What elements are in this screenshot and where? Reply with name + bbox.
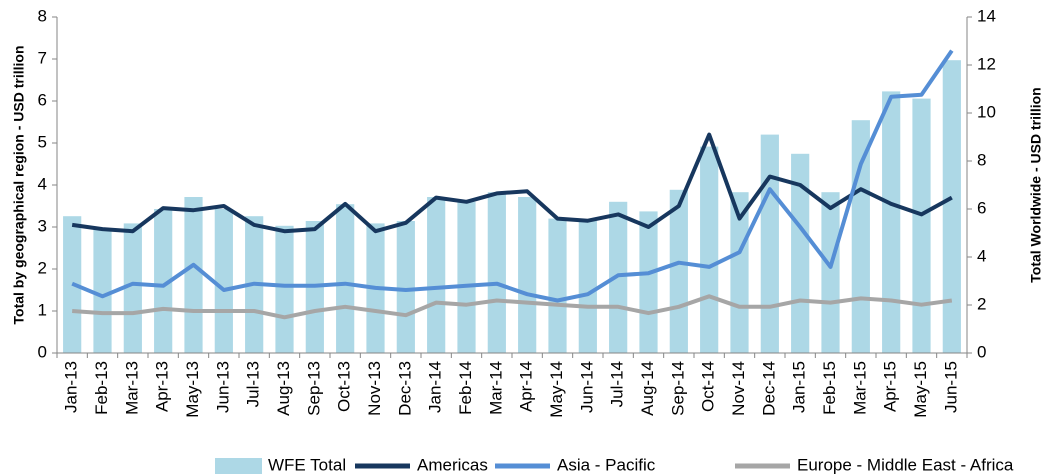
x-tick-label: Jun-13 — [213, 361, 232, 413]
y-tick-label: 3 — [38, 216, 47, 235]
x-tick-label: Apr-14 — [517, 361, 536, 412]
y-tick-label: 2 — [38, 258, 47, 277]
legend-label: WFE Total — [268, 455, 346, 474]
y-tick-label: 4 — [38, 174, 47, 193]
x-tick-label: Mar-15 — [850, 361, 869, 415]
y-tick-label: 8 — [38, 6, 47, 25]
y2-tick-label: 0 — [977, 342, 986, 361]
bar — [154, 209, 173, 353]
x-tick-label: Apr-13 — [153, 361, 172, 412]
x-tick-label: Sep-13 — [304, 361, 323, 416]
x-tick-label: Oct-14 — [699, 361, 718, 412]
bar — [214, 209, 233, 353]
y2-tick-label: 10 — [977, 102, 996, 121]
bar — [275, 225, 294, 353]
bar — [821, 192, 840, 353]
x-tick-label: Apr-15 — [881, 361, 900, 412]
bar — [912, 98, 931, 353]
x-tick-label: Dec-14 — [759, 361, 778, 416]
x-tick-label: Jun-15 — [941, 361, 960, 413]
x-tick-label: Aug-14 — [638, 361, 657, 416]
y2-tick-label: 8 — [977, 150, 986, 169]
bar — [396, 221, 415, 353]
bar — [578, 221, 597, 353]
x-tick-label: May-15 — [911, 361, 930, 418]
x-tick-label: Aug-13 — [274, 361, 293, 416]
x-tick-label: Dec-13 — [395, 361, 414, 416]
x-tick-label: Nov-14 — [729, 361, 748, 416]
x-tick-label: Nov-13 — [365, 361, 384, 416]
bar — [518, 197, 537, 353]
y2-tick-label: 12 — [977, 54, 996, 73]
legend-label: Americas — [417, 455, 488, 474]
y2-axis-title: Total Worldwide - USD trillion — [1028, 87, 1044, 282]
legend-label: Europe - Middle East - Africa — [797, 455, 1014, 474]
bar — [669, 189, 688, 353]
x-tick-label: Sep-14 — [668, 361, 687, 416]
x-tick-label: May-13 — [183, 361, 202, 418]
x-tick-label: Mar-14 — [486, 361, 505, 415]
x-tick-label: Jun-14 — [577, 361, 596, 413]
bar — [700, 146, 719, 353]
y2-tick-label: 2 — [977, 294, 986, 313]
x-tick-label: May-14 — [547, 361, 566, 418]
bar — [760, 134, 779, 353]
bar — [487, 192, 506, 353]
bar — [548, 218, 567, 353]
x-tick-label: Jan-14 — [426, 361, 445, 413]
y2-tick-label: 14 — [977, 6, 996, 25]
line-series — [71, 132, 953, 234]
x-tick-label: Feb-14 — [456, 361, 475, 415]
x-tick-label: Mar-13 — [122, 361, 141, 415]
bar — [427, 197, 446, 353]
bar — [639, 211, 658, 353]
line-series — [71, 49, 954, 303]
y-tick-label: 0 — [38, 342, 47, 361]
x-tick-label: Feb-13 — [92, 361, 111, 415]
y2-tick-label: 6 — [977, 198, 986, 217]
bar — [882, 91, 901, 354]
y-tick-label: 6 — [38, 90, 47, 109]
y-tick-label: 1 — [38, 300, 47, 319]
bar — [457, 201, 476, 353]
bar — [851, 120, 870, 353]
bar — [93, 228, 112, 353]
x-tick-label: Jan-15 — [790, 361, 809, 413]
y2-tick-label: 4 — [977, 246, 986, 265]
y-axis-title: Total by geographical region - USD trill… — [11, 46, 27, 325]
bar — [184, 197, 203, 353]
bar — [123, 223, 142, 353]
x-tick-label: Jul-14 — [608, 361, 627, 407]
legend-swatch — [215, 458, 262, 474]
y-tick-label: 7 — [38, 48, 47, 67]
legend-label: Asia - Pacific — [557, 455, 656, 474]
y-tick-label: 5 — [38, 132, 47, 151]
bar — [942, 60, 961, 353]
line-series — [72, 294, 953, 320]
x-tick-label: Oct-13 — [335, 361, 354, 412]
x-tick-label: Jan-13 — [62, 361, 81, 413]
bar — [730, 192, 749, 353]
x-tick-label: Feb-15 — [820, 361, 839, 415]
bar — [336, 204, 355, 353]
x-tick-label: Jul-13 — [244, 361, 263, 407]
